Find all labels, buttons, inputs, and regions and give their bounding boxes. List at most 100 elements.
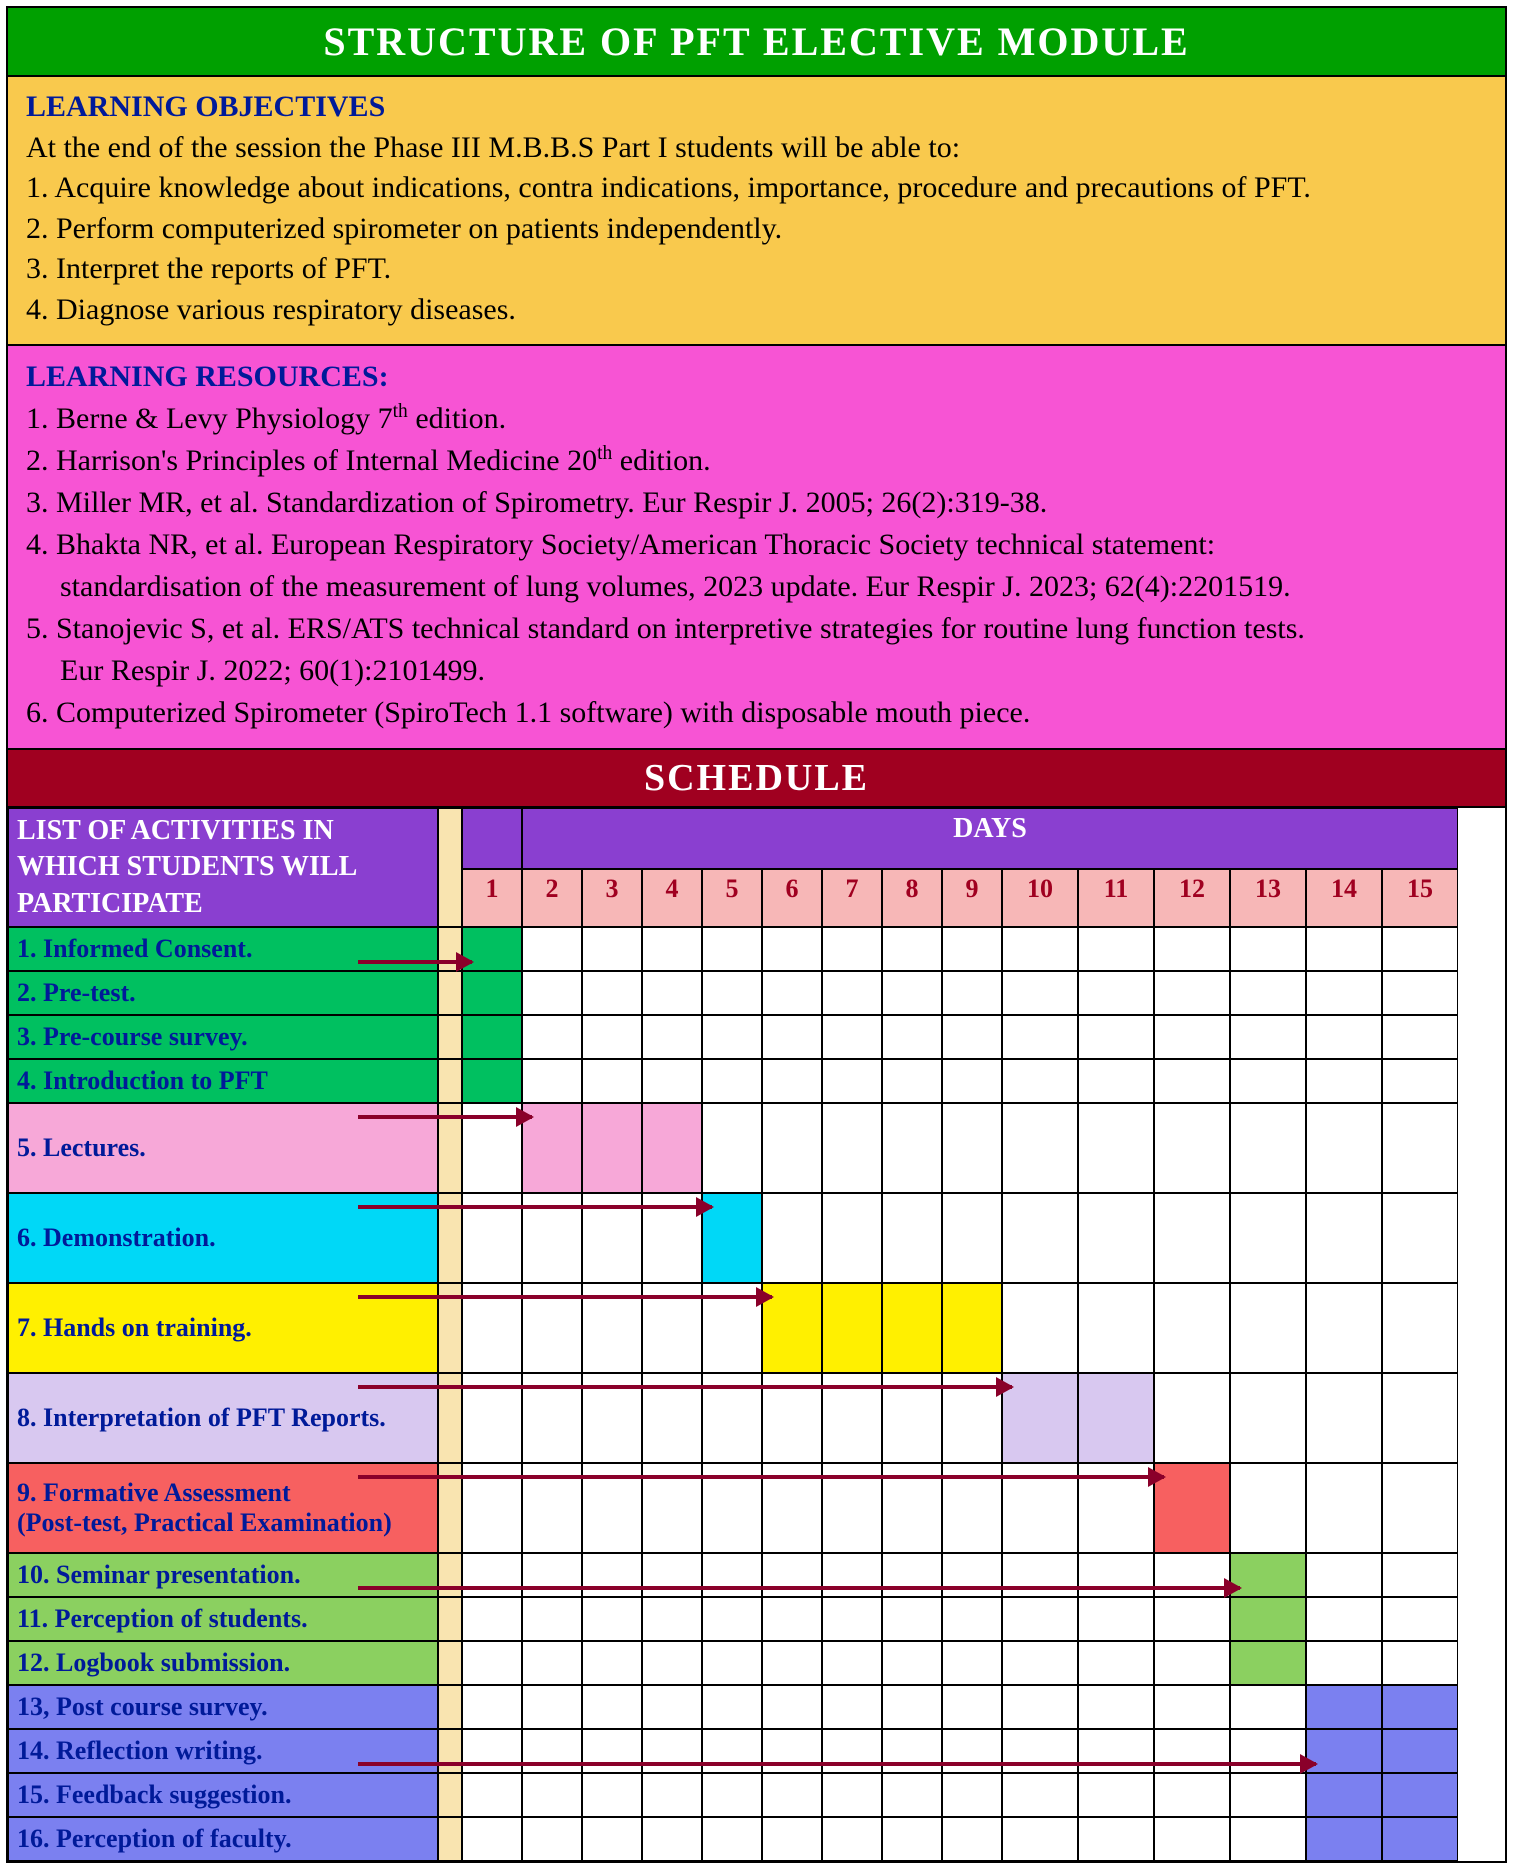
empty-cell	[582, 971, 642, 1015]
empty-cell	[1154, 1685, 1230, 1729]
empty-cell	[822, 1817, 882, 1861]
empty-cell	[1078, 1817, 1154, 1861]
resource-item: 6. Computerized Spirometer (SpiroTech 1.…	[26, 692, 1487, 734]
filled-cell	[642, 1103, 702, 1193]
objective-item: 1. Acquire knowledge about indications, …	[26, 168, 1487, 209]
empty-cell	[702, 1103, 762, 1193]
empty-cell	[642, 1553, 702, 1597]
empty-cell	[1078, 1729, 1154, 1773]
empty-cell	[882, 1059, 942, 1103]
empty-cell	[1002, 1729, 1078, 1773]
empty-cell	[582, 1817, 642, 1861]
empty-cell	[882, 971, 942, 1015]
empty-cell	[1154, 1103, 1230, 1193]
empty-cell	[1230, 1729, 1306, 1773]
empty-cell	[1078, 1103, 1154, 1193]
empty-cell	[822, 1597, 882, 1641]
empty-cell	[942, 1773, 1002, 1817]
empty-cell	[462, 1729, 522, 1773]
empty-cell	[1002, 1015, 1078, 1059]
empty-cell	[462, 1817, 522, 1861]
spacer-cell	[438, 1553, 462, 1597]
empty-cell	[822, 1015, 882, 1059]
empty-cell	[702, 1059, 762, 1103]
empty-cell	[1154, 1193, 1230, 1283]
empty-cell	[582, 927, 642, 971]
empty-cell	[522, 1773, 582, 1817]
empty-cell	[1230, 1015, 1306, 1059]
arrow	[358, 1762, 1316, 1766]
empty-cell	[522, 1059, 582, 1103]
empty-cell	[1002, 1641, 1078, 1685]
empty-cell	[1154, 1059, 1230, 1103]
empty-cell	[1306, 1193, 1382, 1283]
empty-cell	[1230, 1463, 1306, 1553]
day-number: 6	[762, 869, 822, 928]
activity-label: 14. Reflection writing.	[8, 1729, 438, 1773]
day-number: 7	[822, 869, 882, 928]
filled-cell	[1306, 1817, 1382, 1861]
empty-cell	[462, 1597, 522, 1641]
empty-cell	[582, 1729, 642, 1773]
activity-label: 12. Logbook submission.	[8, 1641, 438, 1685]
filled-cell	[942, 1283, 1002, 1373]
empty-cell	[642, 1817, 702, 1861]
empty-cell	[1382, 1103, 1458, 1193]
filled-cell	[462, 1059, 522, 1103]
empty-cell	[822, 1553, 882, 1597]
activity-label: 1. Informed Consent.	[8, 927, 438, 971]
empty-cell	[582, 1059, 642, 1103]
empty-cell	[1306, 1463, 1382, 1553]
filled-cell	[1306, 1773, 1382, 1817]
empty-cell	[942, 1685, 1002, 1729]
resources-list: 1. Berne & Levy Physiology 7th edition.2…	[26, 398, 1487, 734]
empty-cell	[1382, 971, 1458, 1015]
empty-cell	[822, 1685, 882, 1729]
module-title: STRUCTURE OF PFT ELECTIVE MODULE	[8, 8, 1505, 77]
arrow	[358, 960, 472, 964]
empty-cell	[642, 1641, 702, 1685]
empty-cell	[822, 1059, 882, 1103]
resource-item: 4. Bhakta NR, et al. European Respirator…	[26, 524, 1487, 566]
empty-cell	[822, 927, 882, 971]
empty-cell	[642, 1059, 702, 1103]
activity-label: 10. Seminar presentation.	[8, 1553, 438, 1597]
day-number: 13	[1230, 869, 1306, 928]
empty-cell	[762, 1641, 822, 1685]
empty-cell	[1230, 1193, 1306, 1283]
empty-cell	[942, 1103, 1002, 1193]
empty-cell	[1382, 1641, 1458, 1685]
empty-cell	[882, 1641, 942, 1685]
empty-cell	[822, 1641, 882, 1685]
filled-cell	[1078, 1373, 1154, 1463]
empty-cell	[1002, 1103, 1078, 1193]
days-header: DAYS	[522, 808, 1458, 869]
empty-cell	[1002, 927, 1078, 971]
empty-cell	[582, 1685, 642, 1729]
purple-gap	[462, 808, 522, 869]
empty-cell	[882, 1817, 942, 1861]
empty-cell	[1230, 927, 1306, 971]
activity-label: 15. Feedback suggestion.	[8, 1773, 438, 1817]
empty-cell	[582, 1015, 642, 1059]
empty-cell	[942, 1553, 1002, 1597]
empty-cell	[882, 927, 942, 971]
empty-cell	[1306, 1597, 1382, 1641]
activity-label: 16. Perception of faculty.	[8, 1817, 438, 1861]
empty-cell	[822, 1773, 882, 1817]
filled-cell	[582, 1103, 642, 1193]
filled-cell	[1382, 1773, 1458, 1817]
empty-cell	[1382, 1553, 1458, 1597]
empty-cell	[1306, 971, 1382, 1015]
empty-cell	[1002, 1597, 1078, 1641]
empty-cell	[1078, 1553, 1154, 1597]
schedule-grid: LIST OF ACTIVITIES IN WHICH STUDENTS WIL…	[8, 808, 1505, 1861]
empty-cell	[702, 1729, 762, 1773]
day-number: 4	[642, 869, 702, 928]
empty-cell	[1382, 1193, 1458, 1283]
empty-cell	[702, 1553, 762, 1597]
empty-cell	[942, 1015, 1002, 1059]
spacer-cell	[438, 1773, 462, 1817]
empty-cell	[1154, 1283, 1230, 1373]
day-number: 1	[462, 869, 522, 928]
